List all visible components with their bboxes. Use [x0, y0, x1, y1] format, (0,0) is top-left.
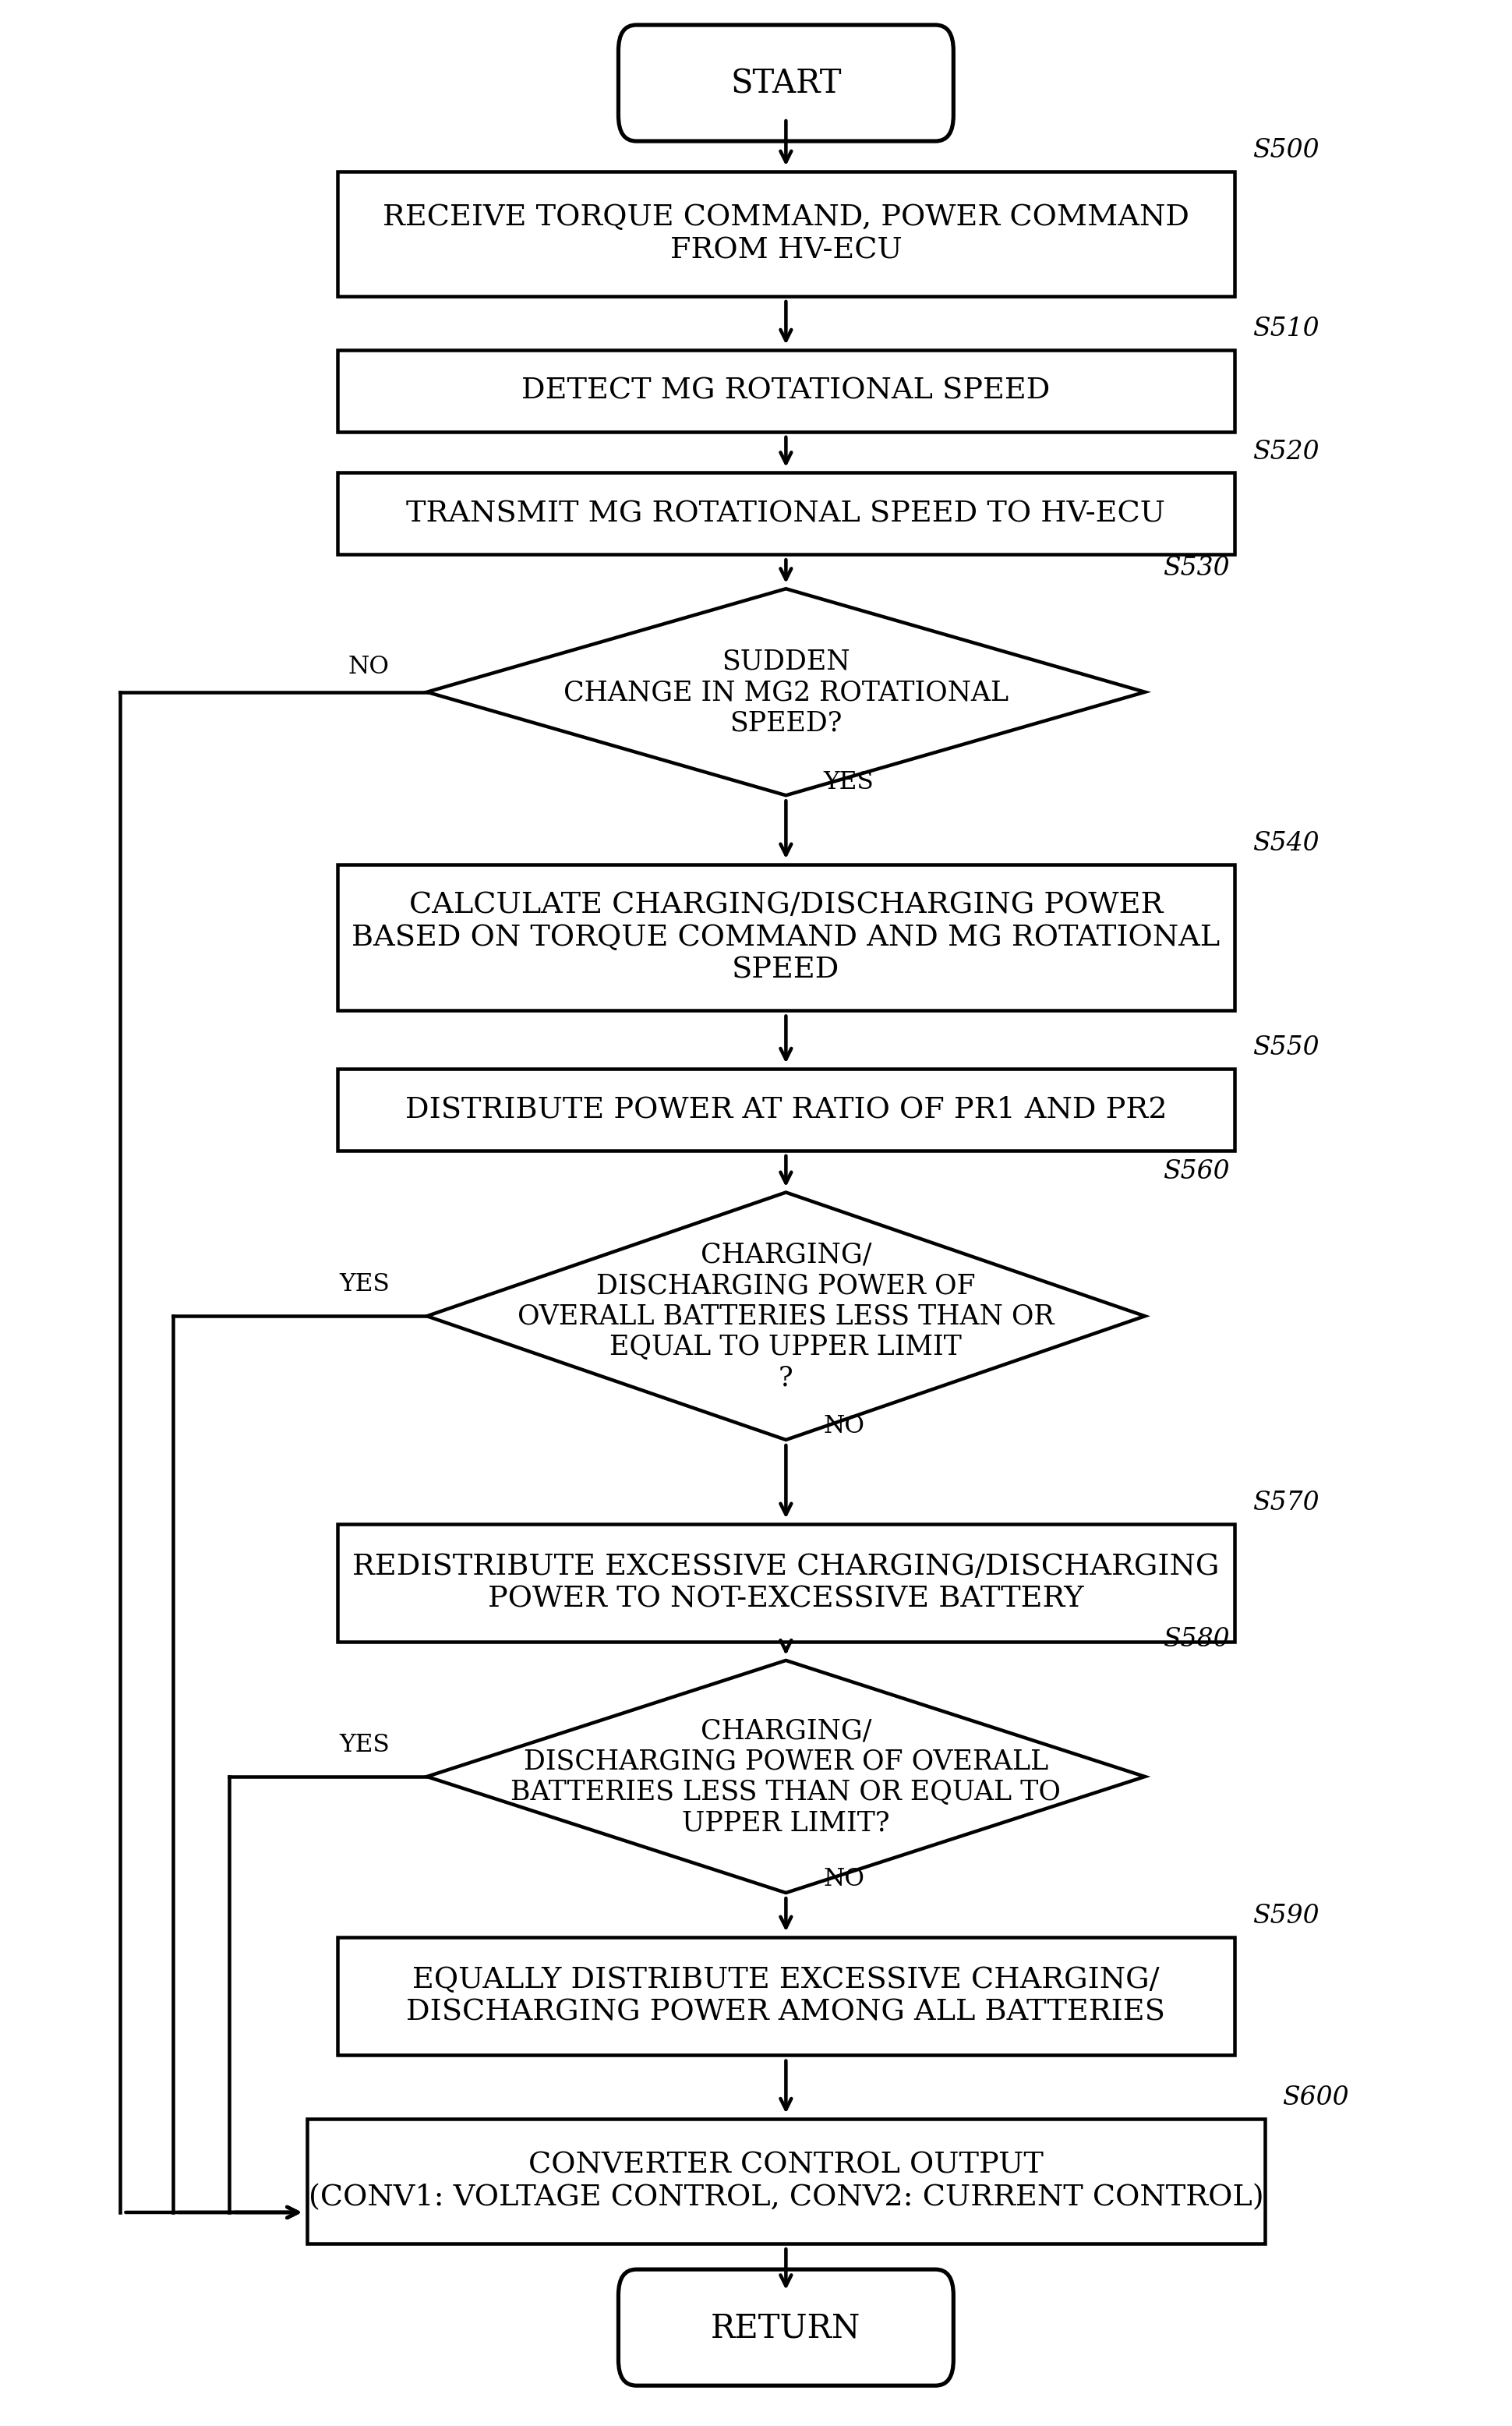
Text: TRANSMIT MG ROTATIONAL SPEED TO HV-ECU: TRANSMIT MG ROTATIONAL SPEED TO HV-ECU	[407, 500, 1166, 529]
Text: EQUALLY DISTRIBUTE EXCESSIVE CHARGING/
DISCHARGING POWER AMONG ALL BATTERIES: EQUALLY DISTRIBUTE EXCESSIVE CHARGING/ D…	[407, 1965, 1166, 2026]
Text: DETECT MG ROTATIONAL SPEED: DETECT MG ROTATIONAL SPEED	[522, 376, 1051, 405]
Text: S560: S560	[1163, 1160, 1229, 1184]
FancyBboxPatch shape	[618, 24, 954, 141]
Text: S510: S510	[1252, 318, 1320, 342]
Text: DISTRIBUTE POWER AT RATIO OF PR1 AND PR2: DISTRIBUTE POWER AT RATIO OF PR1 AND PR2	[405, 1097, 1167, 1123]
Text: S530: S530	[1163, 556, 1229, 580]
Text: YES: YES	[339, 1732, 390, 1756]
Polygon shape	[426, 1659, 1145, 1892]
Text: NO: NO	[824, 1414, 865, 1439]
Text: S570: S570	[1252, 1490, 1320, 1516]
Polygon shape	[426, 590, 1145, 796]
FancyBboxPatch shape	[337, 864, 1235, 1012]
Text: START: START	[730, 68, 842, 99]
Text: REDISTRIBUTE EXCESSIVE CHARGING/DISCHARGING
POWER TO NOT-EXCESSIVE BATTERY: REDISTRIBUTE EXCESSIVE CHARGING/DISCHARG…	[352, 1553, 1219, 1613]
FancyBboxPatch shape	[618, 2268, 954, 2385]
Text: NO: NO	[348, 655, 390, 679]
Text: SUDDEN
CHANGE IN MG2 ROTATIONAL
SPEED?: SUDDEN CHANGE IN MG2 ROTATIONAL SPEED?	[564, 648, 1009, 735]
Text: YES: YES	[339, 1271, 390, 1295]
FancyBboxPatch shape	[337, 349, 1235, 432]
Text: YES: YES	[824, 769, 874, 793]
FancyBboxPatch shape	[337, 1524, 1235, 1642]
Polygon shape	[426, 1194, 1145, 1441]
FancyBboxPatch shape	[307, 2118, 1264, 2244]
Text: S550: S550	[1252, 1036, 1320, 1060]
FancyBboxPatch shape	[337, 172, 1235, 296]
Text: S540: S540	[1252, 830, 1320, 856]
Text: RETURN: RETURN	[711, 2312, 860, 2344]
Text: S520: S520	[1252, 439, 1320, 463]
Text: CHARGING/
DISCHARGING POWER OF
OVERALL BATTERIES LESS THAN OR
EQUAL TO UPPER LIM: CHARGING/ DISCHARGING POWER OF OVERALL B…	[517, 1242, 1054, 1390]
Text: RECEIVE TORQUE COMMAND, POWER COMMAND
FROM HV-ECU: RECEIVE TORQUE COMMAND, POWER COMMAND FR…	[383, 204, 1190, 264]
Text: S600: S600	[1282, 2086, 1349, 2111]
FancyBboxPatch shape	[337, 1936, 1235, 2055]
Text: CONVERTER CONTROL OUTPUT
(CONV1: VOLTAGE CONTROL, CONV2: CURRENT CONTROL): CONVERTER CONTROL OUTPUT (CONV1: VOLTAGE…	[308, 2152, 1264, 2213]
Text: CALCULATE CHARGING/DISCHARGING POWER
BASED ON TORQUE COMMAND AND MG ROTATIONAL
S: CALCULATE CHARGING/DISCHARGING POWER BAS…	[352, 890, 1220, 985]
Text: S500: S500	[1252, 138, 1320, 163]
Text: CHARGING/
DISCHARGING POWER OF OVERALL
BATTERIES LESS THAN OR EQUAL TO
UPPER LIM: CHARGING/ DISCHARGING POWER OF OVERALL B…	[511, 1718, 1061, 1836]
Text: S590: S590	[1252, 1904, 1320, 1929]
FancyBboxPatch shape	[337, 473, 1235, 556]
Text: NO: NO	[824, 1868, 865, 1892]
Text: S580: S580	[1163, 1628, 1229, 1652]
FancyBboxPatch shape	[337, 1070, 1235, 1150]
